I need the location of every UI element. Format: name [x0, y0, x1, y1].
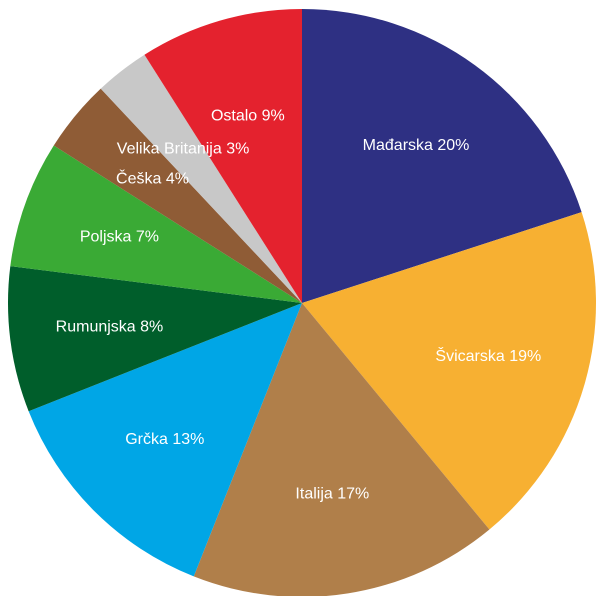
- slice-value: 20%: [437, 137, 469, 154]
- slice-value: 17%: [337, 486, 369, 503]
- slice-category: Poljska: [80, 228, 132, 245]
- slice-value: 3%: [226, 141, 249, 158]
- slice-label: Grčka 13%: [125, 431, 204, 448]
- pie-slice: [302, 9, 582, 303]
- slice-label: Ostalo 9%: [211, 108, 285, 125]
- slice-label: Poljska 7%: [80, 228, 159, 245]
- slice-category: Rumunjska: [56, 319, 136, 336]
- slice-label: Rumunjska 8%: [56, 319, 164, 336]
- slice-label: Švicarska 19%: [435, 346, 541, 365]
- slice-category: Mađarska: [363, 137, 433, 154]
- pie-slice: [10, 145, 303, 303]
- pie-slice: [8, 266, 303, 412]
- pie-slice: [100, 54, 302, 303]
- slice-category: Švicarska: [435, 346, 504, 365]
- slice-label: Velika Britanija 3%: [117, 141, 250, 158]
- pie-slice: [302, 212, 597, 530]
- slice-value: 7%: [136, 228, 159, 245]
- slice-category: Češka: [116, 169, 161, 188]
- slice-category: Ostalo: [211, 108, 257, 125]
- slice-category: Grčka: [125, 431, 168, 448]
- slice-label: Mađarska 20%: [363, 137, 470, 154]
- pie-slice: [53, 88, 302, 303]
- slice-category: Italija: [295, 486, 332, 503]
- pie-slice: [193, 303, 490, 596]
- slice-value: 19%: [509, 348, 541, 365]
- slice-category: Velika Britanija: [117, 141, 222, 158]
- pie-slice: [28, 303, 302, 577]
- slice-value: 8%: [140, 319, 163, 336]
- slice-label: Italija 17%: [295, 486, 369, 503]
- slice-value: 13%: [172, 431, 204, 448]
- slice-label: Češka 4%: [116, 169, 189, 188]
- slice-value: 4%: [166, 171, 189, 188]
- slice-value: 9%: [262, 108, 285, 125]
- pie-slice: [144, 8, 302, 303]
